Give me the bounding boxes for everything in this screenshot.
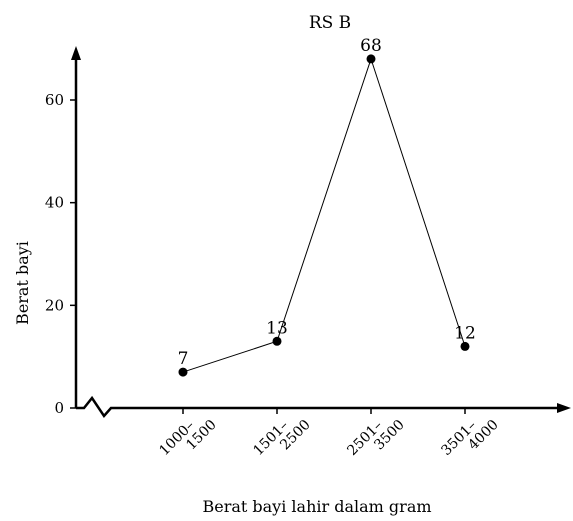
y-tick-label: 20 [45, 296, 64, 314]
x-tick-label: 1501–2500 [250, 406, 313, 469]
y-axis-arrow [71, 46, 81, 60]
data-label: 68 [360, 36, 382, 56]
y-tick-label: 60 [45, 91, 64, 109]
y-axis-label: Berat bayi [13, 241, 32, 325]
y-tick-label: 40 [45, 194, 64, 212]
x-axis-arrow [557, 403, 571, 413]
x-axis [76, 395, 560, 419]
data-label: 13 [266, 318, 288, 338]
data-point [178, 367, 188, 377]
x-tick-label: 3501–4000 [438, 406, 501, 469]
chart-title: RS B [309, 13, 351, 33]
data-label: 7 [178, 349, 189, 369]
x-ticks: 1000–1500 1501–2500 2501–3500 3501–4000 [156, 406, 502, 469]
series-line [182, 57, 466, 373]
x-axis-label: Berat bayi lahir dalam gram [202, 497, 431, 516]
x-tick-label: 2501–3500 [344, 406, 407, 469]
data-point [366, 54, 376, 64]
y-tick-label: 0 [54, 399, 64, 417]
series-group: 7 13 68 12 [178, 36, 476, 377]
data-label: 12 [454, 323, 476, 343]
x-tick-label: 1000–1500 [156, 406, 219, 469]
data-point [460, 341, 470, 351]
data-point [272, 336, 282, 346]
y-ticks: 0 20 40 60 [45, 91, 76, 417]
